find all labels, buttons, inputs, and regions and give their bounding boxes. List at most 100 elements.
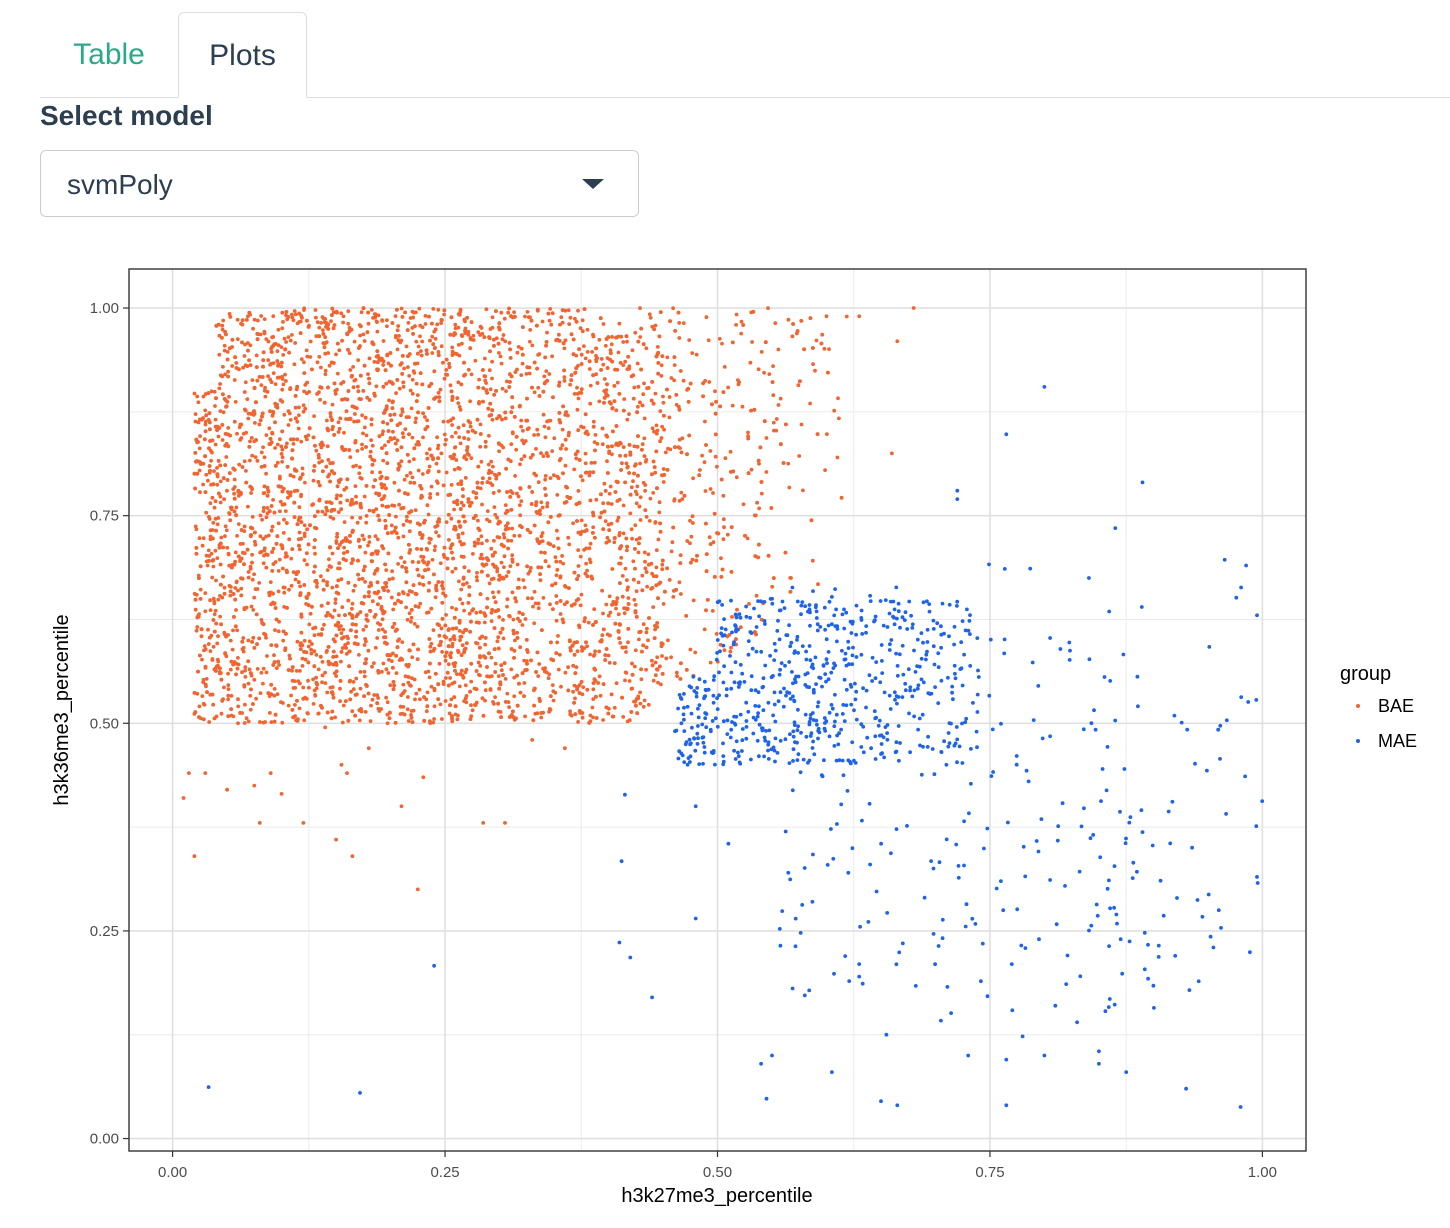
bae-point (344, 646, 348, 650)
bae-point (520, 438, 525, 443)
bae-point (440, 717, 444, 721)
bae-point (404, 569, 409, 574)
bae-point (587, 721, 592, 725)
bae-point (381, 429, 385, 434)
bae-point (771, 364, 775, 368)
tab-plots[interactable]: Plots (178, 12, 307, 98)
bae-point (414, 381, 419, 386)
bae-point (480, 634, 484, 639)
bae-point (203, 490, 208, 494)
bae-point (608, 633, 612, 638)
bae-point (405, 452, 410, 457)
bae-point (299, 357, 304, 361)
bae-point (631, 373, 636, 378)
bae-point (450, 349, 455, 354)
bae-point (740, 404, 745, 409)
bae-point (492, 505, 497, 509)
bae-point (505, 691, 510, 696)
bae-point (583, 571, 588, 576)
bae-point (298, 584, 302, 589)
bae-point (654, 583, 659, 588)
bae-point (261, 561, 266, 566)
bae-point (429, 641, 434, 646)
bae-point (261, 681, 265, 686)
bae-point (370, 697, 375, 702)
bae-point (580, 318, 585, 323)
bae-point (206, 478, 210, 483)
bae-point (359, 601, 364, 605)
bae-point (366, 543, 370, 548)
bae-point (416, 344, 421, 349)
bae-point (633, 648, 638, 653)
bae-point (557, 380, 562, 385)
bae-point (306, 325, 311, 329)
bae-point (661, 602, 666, 606)
bae-point (614, 408, 619, 413)
bae-point (334, 496, 339, 501)
bae-point (614, 335, 618, 340)
bae-point (226, 697, 231, 702)
bae-point (490, 315, 495, 320)
bae-point (262, 331, 267, 336)
bae-point (544, 340, 549, 344)
bae-point (523, 714, 527, 719)
bae-point (627, 364, 632, 369)
bae-point (654, 565, 659, 570)
bae-point (363, 661, 368, 665)
bae-point (616, 612, 621, 617)
bae-point (261, 445, 265, 450)
bae-point (219, 535, 224, 540)
bae-point (399, 600, 403, 605)
bae-point (566, 688, 571, 693)
bae-point (483, 698, 487, 703)
bae-point (629, 485, 634, 490)
bae-point (438, 643, 443, 647)
bae-point (358, 610, 363, 614)
bae-point (320, 459, 324, 463)
bae-point (372, 360, 377, 364)
bae-point (375, 329, 380, 334)
bae-point (427, 314, 431, 319)
plot-points (181, 306, 1265, 1109)
bae-point (397, 464, 402, 468)
bae-point (535, 711, 540, 716)
bae-point (470, 428, 475, 433)
bae-point (579, 592, 584, 597)
bae-point (394, 391, 398, 395)
bae-point (350, 404, 355, 409)
bae-point (223, 463, 228, 467)
bae-point (764, 436, 769, 440)
bae-point (354, 676, 359, 681)
bae-point (711, 491, 715, 495)
bae-point (366, 321, 371, 326)
bae-point (212, 716, 217, 721)
bae-point (217, 333, 222, 338)
bae-point (419, 349, 423, 353)
bae-point (211, 702, 216, 707)
bae-point (231, 628, 235, 633)
bae-point (469, 500, 474, 505)
bae-point (569, 373, 574, 378)
bae-point (576, 597, 581, 601)
model-select[interactable]: svmPoly (40, 150, 639, 217)
bae-point (410, 377, 415, 382)
bae-point (389, 523, 394, 528)
bae-point (391, 651, 395, 656)
bae-point (540, 505, 545, 510)
bae-point (643, 566, 648, 571)
bae-point (551, 544, 556, 549)
bae-point (207, 464, 212, 468)
bae-point (434, 461, 439, 466)
bae-point (347, 679, 352, 684)
bae-point (375, 693, 380, 697)
bae-point (688, 518, 692, 523)
bae-point (755, 500, 759, 505)
bae-point (444, 613, 448, 617)
tab-table[interactable]: Table (73, 38, 145, 71)
bae-point (315, 392, 320, 396)
bae-point (278, 476, 282, 481)
bae-point (654, 548, 659, 553)
bae-point (381, 384, 386, 389)
bae-point (478, 444, 483, 449)
bae-point (468, 346, 473, 351)
